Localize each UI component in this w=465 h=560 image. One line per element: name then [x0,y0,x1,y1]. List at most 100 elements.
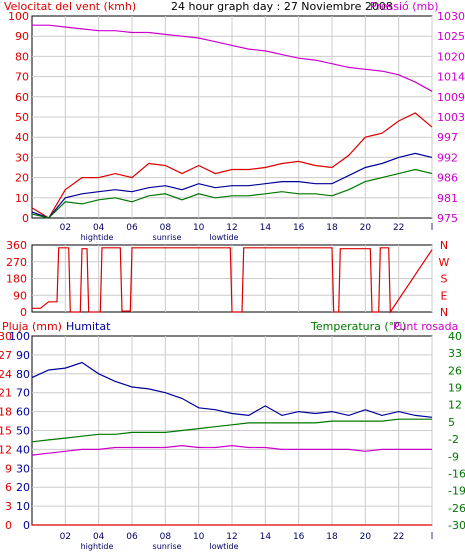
chart-title: 24 hour graph day : 27 Noviembre 2008 [171,0,393,13]
wind-speed-tick-label: 70 [15,71,29,84]
temperature-tick-label: 26 [448,364,462,377]
wind-speed-tick-label: 40 [15,131,29,144]
pressure-tick-label: 1030 [437,10,465,23]
pressure-tick-label: 992 [437,151,458,164]
wind-x-tick-label: l [431,223,434,233]
direction-degrees-tick-label: 360 [6,239,27,252]
temperature-tick-label: 5 [448,416,455,429]
direction-degrees-tick-label: 90 [13,289,27,302]
humidity-tick-label: 90 [16,349,30,362]
pressure-tick-label: 975 [437,212,458,225]
humidity-tick-label: 20 [16,481,30,494]
wind-speed-tick-label: 0 [22,212,29,225]
wind-x-tick-label: 12 [226,223,237,233]
pressure-tick-label: 1020 [437,50,465,63]
humidity-annotation: sunrise [153,542,182,551]
series-line-average [31,152,433,219]
humidity-tick-label: 100 [9,330,30,343]
wind-annotation: hightide [81,233,114,242]
rain-tick-label: 0 [5,519,12,532]
direction-compass-label: N [440,239,448,252]
wind-x-tick-label: 16 [293,223,305,233]
direction-degrees-tick-label: 180 [6,273,27,286]
rain-tick-label: 9 [5,462,12,475]
wind-x-tick-label: 06 [126,223,138,233]
direction-degrees-tick-label: 270 [6,256,27,269]
temperature-axis-label: Temperatura (°C) [310,320,406,333]
direction-compass-label: W [439,256,450,269]
direction-compass-label: E [441,289,448,302]
humidity-annotation: lowtide [209,542,238,551]
wind-speed-tick-label: 60 [15,91,29,104]
temperature-tick-label: 19 [448,382,462,395]
humidity-x-tick-label: 02 [60,532,71,542]
temperature-tick-label: 33 [448,347,462,360]
humidity-x-tick-label: 08 [160,532,172,542]
rain-tick-label: 12 [0,443,12,456]
wind-x-tick-label: 10 [193,223,205,233]
rain-tick-label: 24 [0,368,12,381]
series-line-direction [32,247,433,314]
temperature-tick-label: -16 [448,467,465,480]
wind-speed-tick-label: 100 [8,10,29,23]
rain-tick-label: 27 [0,349,12,362]
series-line-temperatura-c- [31,418,432,443]
humidity-temperature-panel: 0369121518212427300102030405060708090100… [0,330,465,551]
direction-degrees-tick-label: 0 [20,306,27,319]
humidity-tick-label: 80 [16,368,30,381]
direction-compass-label: S [441,273,448,286]
humidity-axis-label: Humitat [66,320,111,333]
series-line-speed [31,168,433,219]
temperature-tick-label: -2 [448,433,459,446]
wind-pressure-panel: 0102030405060708090100975981986992997100… [8,10,465,242]
rain-tick-label: 18 [0,406,12,419]
wind-speed-tick-label: 80 [15,50,29,63]
wind-x-tick-label: 08 [160,223,172,233]
series-line-gust [31,112,433,219]
pressure-axis-label: Pressió (mb) [370,0,439,13]
temperature-tick-label: 40 [448,330,462,343]
humidity-x-tick-label: 18 [326,532,338,542]
series-line-punt-rosada [31,444,432,456]
pressure-tick-label: 981 [437,192,458,205]
humidity-annotation: hightide [81,542,114,551]
wind-x-tick-label: 22 [393,223,404,233]
pressure-tick-label: 986 [437,172,458,185]
pressure-tick-label: 1009 [437,91,465,104]
wind-x-tick-label: 02 [60,223,71,233]
direction-compass-label: N [440,306,448,319]
wind-speed-tick-label: 90 [15,30,29,43]
humidity-tick-label: 40 [16,443,30,456]
pressure-tick-label: 997 [437,131,458,144]
humidity-x-tick-label: l [431,532,434,542]
humidity-x-tick-label: 14 [260,532,272,542]
temperature-tick-label: 12 [448,399,462,412]
series-line-pressi-mb- [32,24,433,92]
temperature-tick-label: -30 [448,519,465,532]
wind-speed-tick-label: 20 [15,172,29,185]
humidity-x-tick-label: 22 [393,532,404,542]
humidity-tick-label: 70 [16,387,30,400]
series-line-humitat [31,361,433,418]
humidity-x-tick-label: 20 [360,532,372,542]
rain-tick-label: 15 [0,425,12,438]
humidity-tick-label: 60 [16,406,30,419]
wind-speed-tick-label: 30 [15,151,29,164]
wind-axis-label: Velocitat del vent (kmh) [4,0,136,13]
rain-tick-label: 3 [5,500,12,513]
humidity-x-tick-label: 10 [193,532,205,542]
humidity-x-tick-label: 12 [226,532,237,542]
humidity-tick-label: 30 [16,462,30,475]
wind-annotation: lowtide [209,233,238,242]
rain-tick-label: 6 [5,481,12,494]
dewpoint-axis-label: Punt rosada [393,320,458,333]
temperature-tick-label: -9 [448,450,459,463]
wind-x-tick-label: 20 [360,223,372,233]
wind-x-tick-label: 14 [260,223,272,233]
wind-x-tick-label: 04 [93,223,105,233]
wind-speed-tick-label: 10 [15,192,29,205]
temperature-tick-label: -19 [448,485,465,498]
